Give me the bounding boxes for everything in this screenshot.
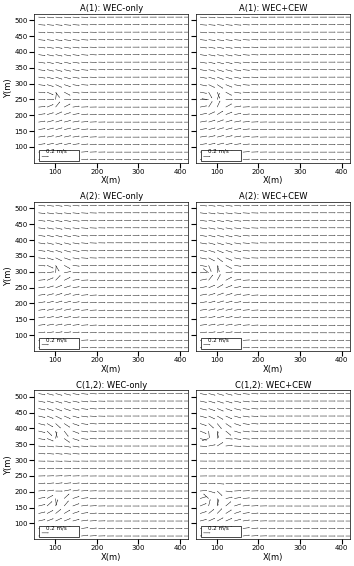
Text: 0.2 m/s: 0.2 m/s — [46, 149, 67, 154]
X-axis label: X(m): X(m) — [263, 177, 283, 186]
X-axis label: X(m): X(m) — [101, 177, 121, 186]
FancyBboxPatch shape — [201, 526, 241, 537]
Text: 0.2 m/s: 0.2 m/s — [46, 525, 67, 530]
Y-axis label: Y(m): Y(m) — [4, 455, 13, 474]
Title: C(1,2): WEC-only: C(1,2): WEC-only — [76, 380, 147, 389]
X-axis label: X(m): X(m) — [101, 365, 121, 374]
Y-axis label: Y(m): Y(m) — [4, 267, 13, 286]
FancyBboxPatch shape — [39, 338, 79, 349]
Title: C(1,2): WEC+CEW: C(1,2): WEC+CEW — [235, 380, 311, 389]
Title: A(1): WEC-only: A(1): WEC-only — [80, 4, 143, 13]
Title: A(2): WEC-only: A(2): WEC-only — [80, 192, 143, 201]
FancyBboxPatch shape — [39, 150, 79, 161]
X-axis label: X(m): X(m) — [263, 553, 283, 562]
X-axis label: X(m): X(m) — [101, 553, 121, 562]
FancyBboxPatch shape — [201, 338, 241, 349]
Title: A(2): WEC+CEW: A(2): WEC+CEW — [239, 192, 307, 201]
Text: 0.2 m/s: 0.2 m/s — [207, 149, 228, 154]
Title: A(1): WEC+CEW: A(1): WEC+CEW — [239, 4, 307, 13]
FancyBboxPatch shape — [201, 150, 241, 161]
Text: 0.2 m/s: 0.2 m/s — [207, 337, 228, 342]
Text: 0.2 m/s: 0.2 m/s — [207, 525, 228, 530]
Text: 0.2 m/s: 0.2 m/s — [46, 337, 67, 342]
FancyBboxPatch shape — [39, 526, 79, 537]
Y-axis label: Y(m): Y(m) — [4, 79, 13, 98]
X-axis label: X(m): X(m) — [263, 365, 283, 374]
